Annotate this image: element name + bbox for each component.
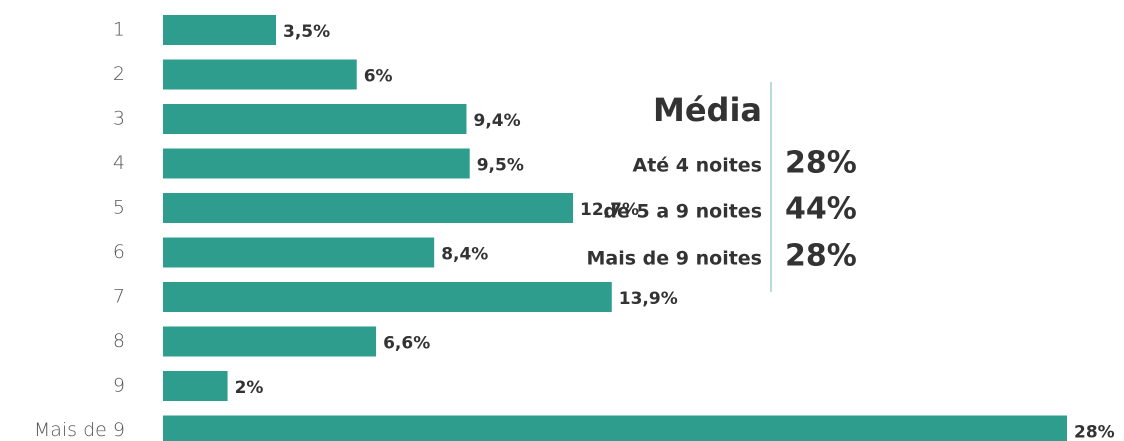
value-label: 13,9% [619, 289, 678, 309]
bar [163, 193, 574, 223]
summary-label: de 5 a 9 noites [603, 201, 762, 223]
category-label: 4 [113, 152, 125, 174]
bar [163, 15, 276, 45]
value-label: 12,7% [580, 200, 639, 220]
bar [163, 415, 1067, 441]
value-label: 28% [1074, 423, 1115, 441]
value-label: 3,5% [283, 22, 330, 42]
value-label: 8,4% [441, 245, 488, 265]
category-label: 2 [113, 63, 125, 85]
bar [163, 326, 377, 357]
value-label: 6% [364, 67, 393, 87]
category-label: 1 [113, 19, 125, 41]
bar [163, 148, 470, 179]
category-label: 5 [113, 197, 125, 219]
category-label: 8 [113, 330, 125, 352]
value-label: 9,5% [477, 156, 524, 176]
bar [163, 59, 357, 90]
value-label: 9,4% [473, 111, 520, 131]
bar [163, 282, 612, 312]
summary-label: Até 4 noites [633, 155, 763, 177]
bar [163, 371, 228, 401]
summary-value: 28% [785, 146, 857, 181]
summary-title: Média [653, 91, 762, 129]
category-label: 6 [113, 241, 125, 263]
category-label: 7 [113, 286, 125, 308]
value-label: 2% [235, 378, 264, 398]
category-label: 9 [113, 375, 125, 397]
value-label: 6,6% [383, 334, 430, 354]
summary-label: Mais de 9 noites [587, 248, 762, 270]
summary-value: 44% [785, 192, 857, 227]
category-label: Mais de 9 [34, 419, 125, 441]
category-label: 3 [113, 108, 125, 130]
summary-value: 28% [785, 239, 857, 274]
bar [163, 237, 435, 268]
bar [163, 104, 467, 134]
